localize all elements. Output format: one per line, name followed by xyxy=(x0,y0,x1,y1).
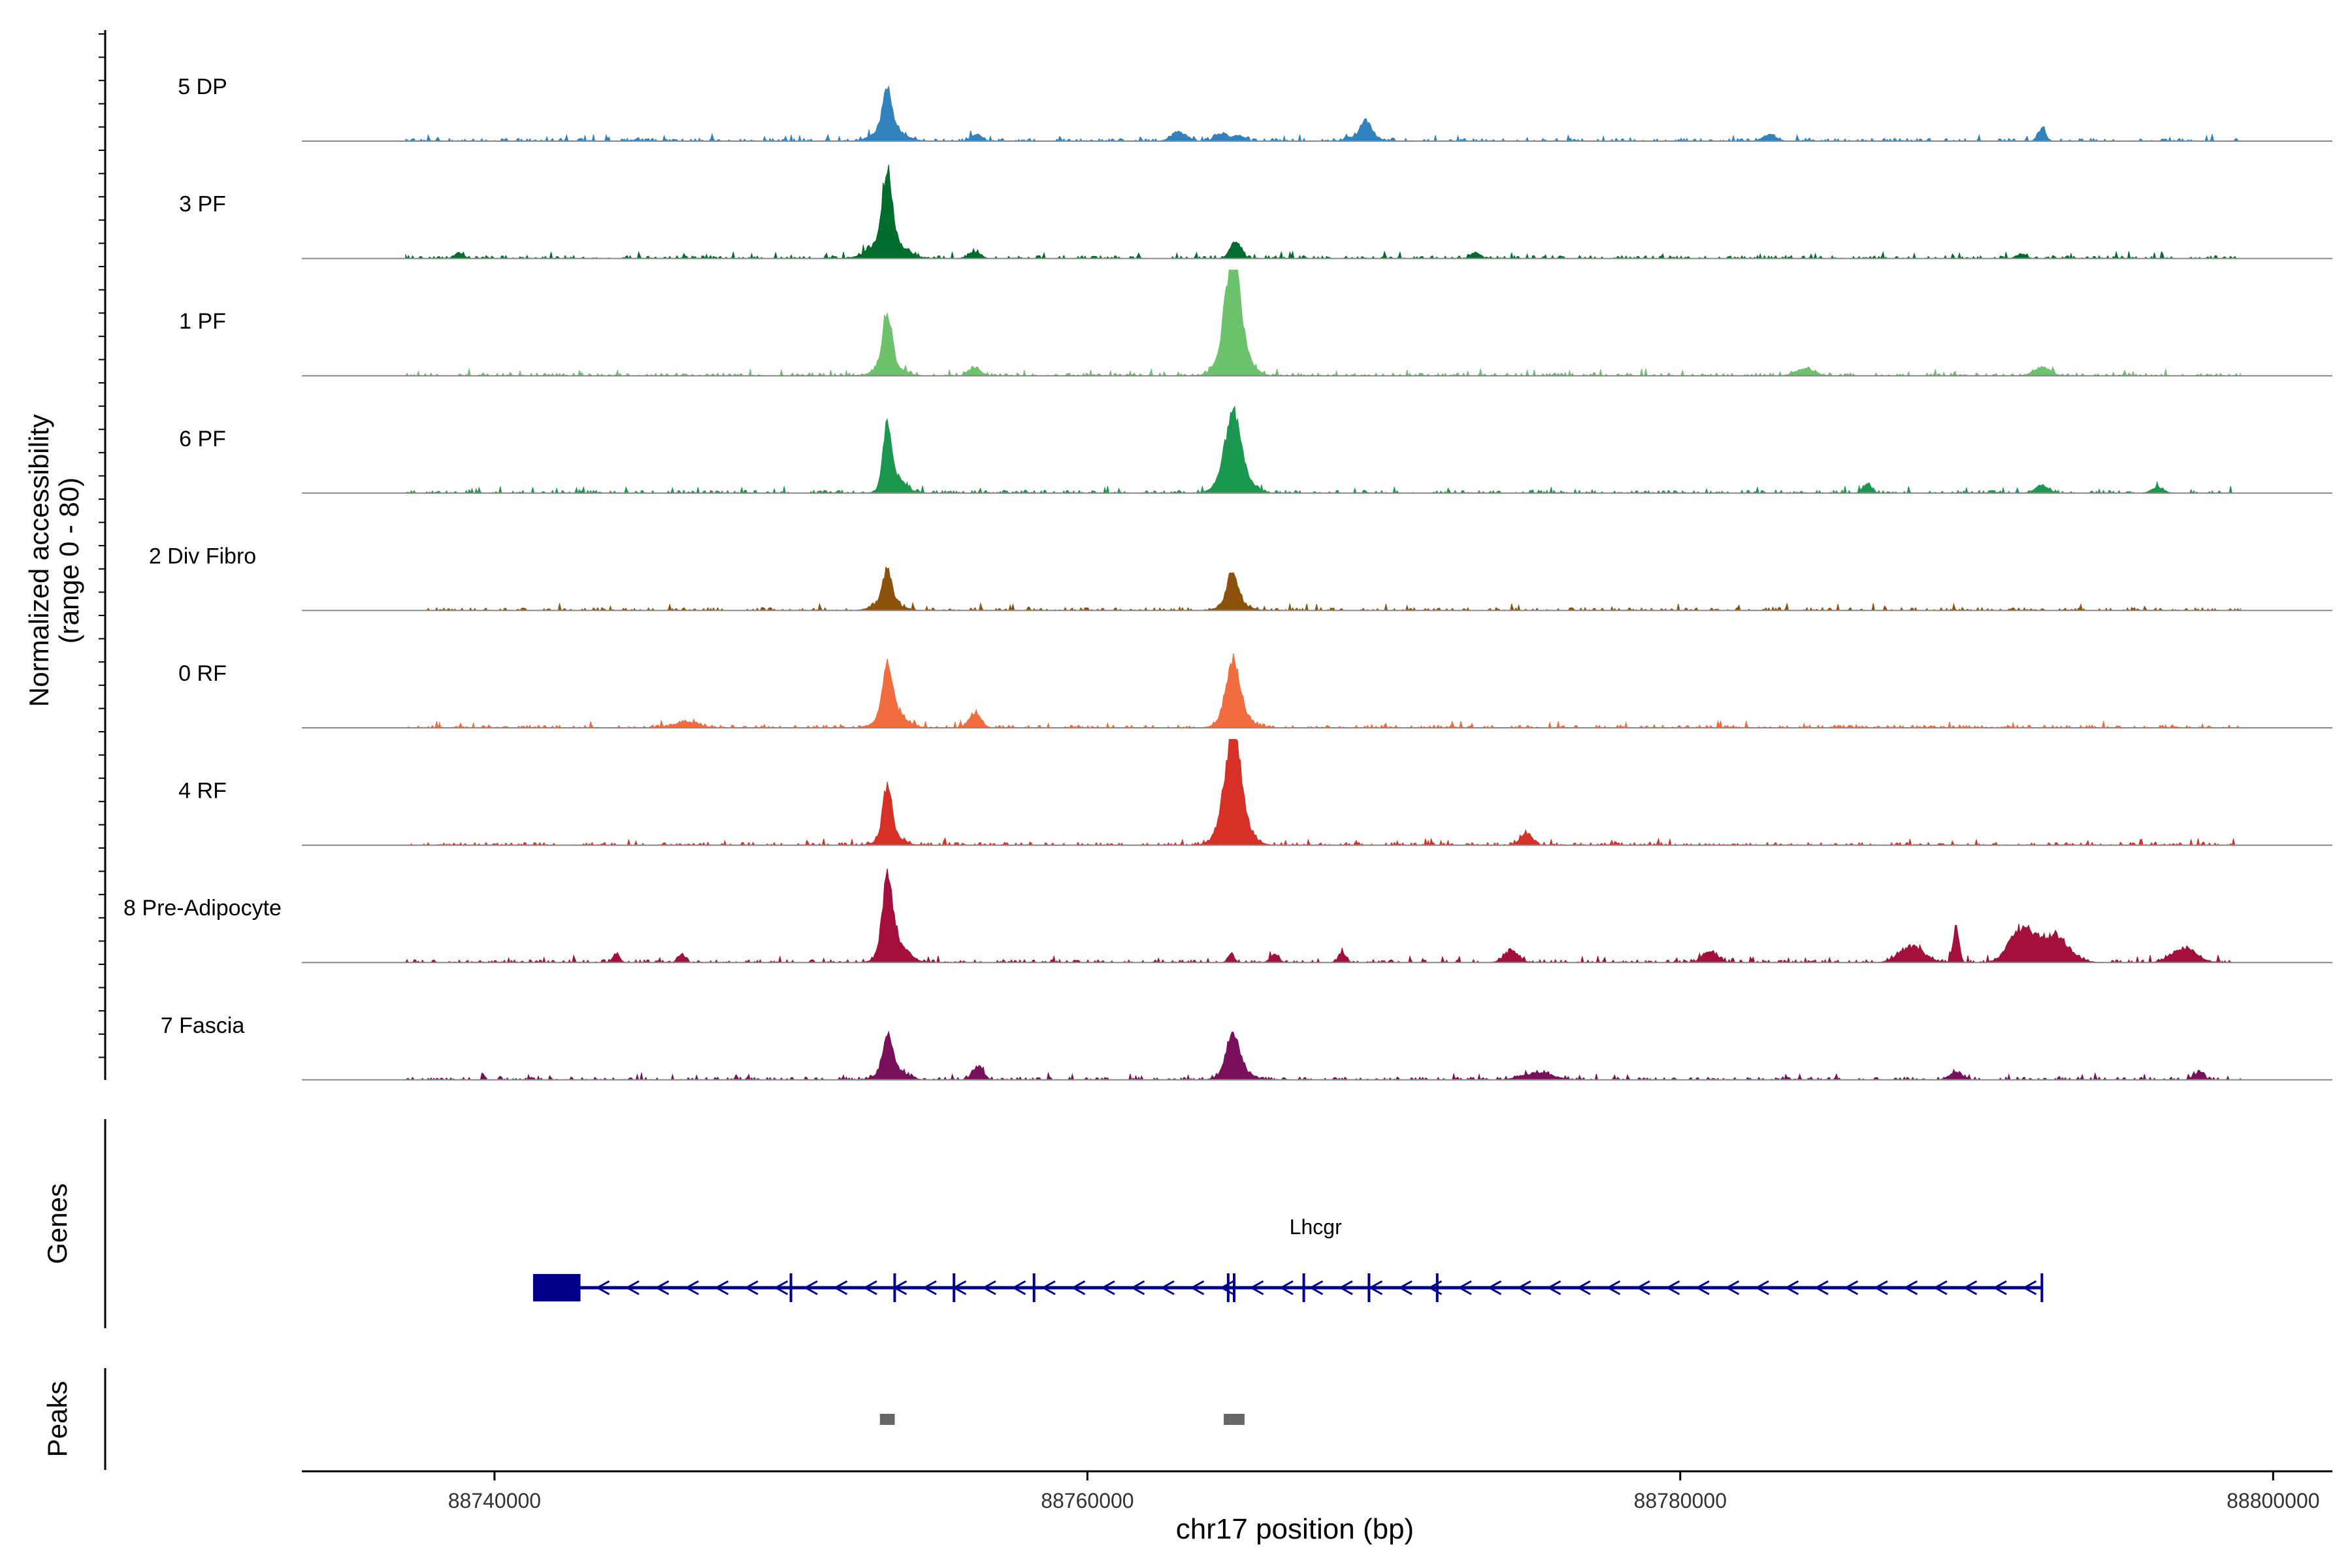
x-tick-label: 88740000 xyxy=(448,1489,541,1512)
strand-chevron xyxy=(803,1280,818,1296)
strand-chevron xyxy=(1219,1280,1234,1296)
strand-chevron xyxy=(1487,1280,1502,1296)
strand-chevron xyxy=(1338,1280,1353,1296)
peak-region xyxy=(879,1414,895,1425)
strand-chevron xyxy=(892,1280,907,1296)
strand-chevron xyxy=(655,1280,670,1296)
coverage-track: 6 PF xyxy=(179,405,2332,495)
strand-chevron xyxy=(684,1280,699,1296)
strand-chevron xyxy=(774,1280,789,1296)
track-label: 6 PF xyxy=(179,427,226,451)
peak-regions xyxy=(879,1414,1245,1425)
peaks-ylabel: Peaks xyxy=(42,1381,73,1458)
coverage-track: 0 RF xyxy=(178,653,2332,729)
strand-chevron xyxy=(1457,1280,1472,1296)
strand-chevron xyxy=(1041,1280,1056,1296)
strand-chevron xyxy=(922,1280,937,1296)
strand-chevron xyxy=(1606,1280,1621,1296)
peak-region xyxy=(1224,1414,1245,1425)
strand-chevron xyxy=(833,1280,848,1296)
coverage-track: 8 Pre-Adipocyte xyxy=(123,868,2332,964)
track-label: 0 RF xyxy=(178,661,227,686)
gene-model: Lhcgr xyxy=(532,1215,2044,1302)
strand-chevron xyxy=(1190,1280,1205,1296)
strand-chevron xyxy=(1160,1280,1175,1296)
track-label: 4 RF xyxy=(178,779,227,804)
x-axis-label: chr17 position (bp) xyxy=(1176,1513,1414,1545)
strand-chevron xyxy=(862,1280,877,1296)
track-label: 3 PF xyxy=(179,192,226,217)
strand-chevron xyxy=(952,1280,967,1296)
strand-chevron xyxy=(1071,1280,1086,1296)
track-label: 2 Div Fibro xyxy=(149,544,256,568)
track-label: 7 Fascia xyxy=(161,1013,245,1038)
coverage-ylabel-line1: Normalized accessibility xyxy=(24,414,54,707)
strand-chevron xyxy=(1576,1280,1591,1296)
track-label: 8 Pre-Adipocyte xyxy=(123,896,282,921)
strand-chevron xyxy=(1903,1280,1918,1296)
strand-chevron xyxy=(625,1280,640,1296)
track-label: 1 PF xyxy=(179,309,226,334)
strand-chevron xyxy=(1725,1280,1740,1296)
track-label: 5 DP xyxy=(178,74,227,99)
strand-chevron xyxy=(1933,1280,1948,1296)
coverage-track: 5 DP xyxy=(178,74,2332,142)
strand-chevron xyxy=(1665,1280,1680,1296)
strand-chevron xyxy=(981,1280,996,1296)
coverage-track: 2 Div Fibro xyxy=(149,544,2332,612)
strand-chevron xyxy=(714,1280,729,1296)
coverage-tracks: 5 DP 3 PF 1 PF 6 PF 2 Div Fibro 0 RF 4 RF 8 Pre… xyxy=(123,74,2332,1081)
gene-utr-block xyxy=(532,1274,581,1301)
coverage-area xyxy=(405,165,2241,260)
strand-chevron xyxy=(1249,1280,1264,1296)
coverage-track: 7 Fascia xyxy=(161,1013,2332,1081)
coverage-ylabel-line2: (range 0 - 80) xyxy=(54,478,84,644)
strand-chevron xyxy=(1695,1280,1710,1296)
coverage-track: 1 PF xyxy=(179,269,2332,377)
gene-name-label: Lhcgr xyxy=(1290,1215,1342,1239)
strand-chevron xyxy=(1992,1280,2007,1296)
strand-chevron xyxy=(1279,1280,1294,1296)
x-tick-label: 88760000 xyxy=(1041,1489,1134,1512)
strand-chevron xyxy=(1635,1280,1650,1296)
strand-chevron xyxy=(595,1280,610,1296)
strand-chevron xyxy=(1516,1280,1531,1296)
x-axis: 88740000 88760000 88780000 88800000 xyxy=(448,1471,2319,1512)
coverage-track: 4 RF xyxy=(178,739,2332,847)
strand-chevron xyxy=(1011,1280,1026,1296)
strand-chevron xyxy=(1546,1280,1561,1296)
coverage-y-axis xyxy=(99,30,106,1080)
strand-chevron xyxy=(1309,1280,1324,1296)
strand-chevron xyxy=(1963,1280,1978,1296)
strand-chevron xyxy=(1397,1280,1413,1296)
strand-chevron xyxy=(1844,1280,1859,1296)
coverage-track: 3 PF xyxy=(179,165,2332,260)
strand-chevron xyxy=(1130,1280,1145,1296)
strand-chevron xyxy=(1100,1280,1115,1296)
strand-chevron xyxy=(743,1280,759,1296)
x-tick-label: 88800000 xyxy=(2227,1489,2319,1512)
strand-chevron xyxy=(2022,1280,2037,1296)
strand-chevron xyxy=(1428,1280,1443,1296)
strand-chevron xyxy=(1873,1280,1888,1296)
strand-chevron xyxy=(1754,1280,1769,1296)
genes-ylabel: Genes xyxy=(42,1183,73,1264)
x-tick-label: 88780000 xyxy=(1634,1489,1727,1512)
strand-chevron xyxy=(1784,1280,1799,1296)
strand-chevron xyxy=(1814,1280,1829,1296)
strand-chevron xyxy=(1368,1280,1383,1296)
